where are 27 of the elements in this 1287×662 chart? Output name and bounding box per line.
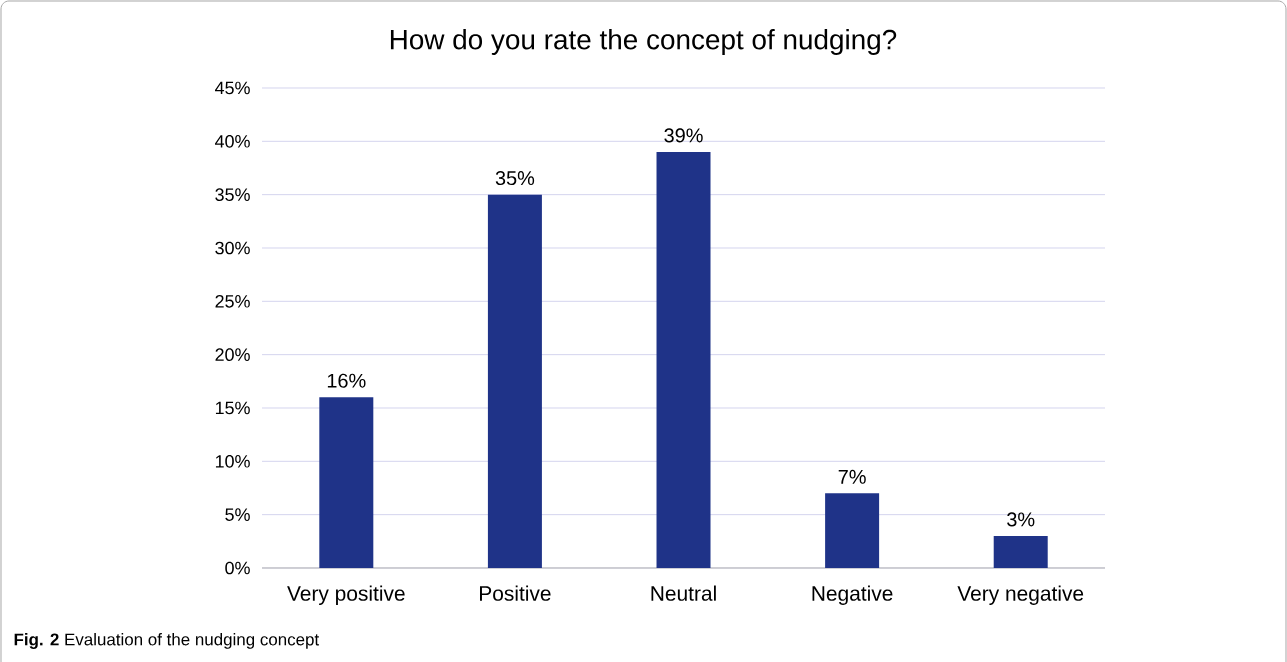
y-tick-label: 10% bbox=[215, 454, 250, 468]
bar bbox=[825, 493, 880, 568]
x-tick-label: Very positive bbox=[287, 585, 405, 606]
data-label: 39% bbox=[664, 128, 703, 143]
y-tick-label: 15% bbox=[215, 401, 250, 415]
x-tick-label: Positive bbox=[480, 585, 551, 601]
data-label: 16% bbox=[327, 373, 366, 388]
chart-title: How do you rate the concept of nudging? bbox=[390, 29, 897, 55]
bar bbox=[993, 535, 1048, 568]
bar bbox=[487, 194, 542, 568]
text: Fig. 2 Evaluation of the nudging concept bbox=[14, 633, 320, 649]
y-tick-label: 25% bbox=[215, 294, 250, 308]
x-tick-label: Very negative bbox=[957, 585, 1084, 606]
data-label: 35% bbox=[495, 171, 535, 186]
y-tick-label: 0% bbox=[225, 561, 250, 575]
y-tick-label: 5% bbox=[225, 508, 250, 521]
y-tick-label: 35% bbox=[215, 188, 250, 201]
data-label: 3% bbox=[1007, 512, 1035, 527]
y-tick-label: 45% bbox=[215, 81, 250, 95]
x-tick-label: Neutral bbox=[651, 585, 716, 601]
x-tick-label: Negative bbox=[812, 585, 893, 606]
y-tick-label: 20% bbox=[215, 348, 250, 361]
bar bbox=[319, 397, 374, 568]
y-tick-label: 40% bbox=[215, 134, 250, 148]
bar bbox=[656, 151, 711, 568]
data-label: 7% bbox=[838, 469, 866, 484]
y-tick-label: 30% bbox=[215, 241, 250, 255]
